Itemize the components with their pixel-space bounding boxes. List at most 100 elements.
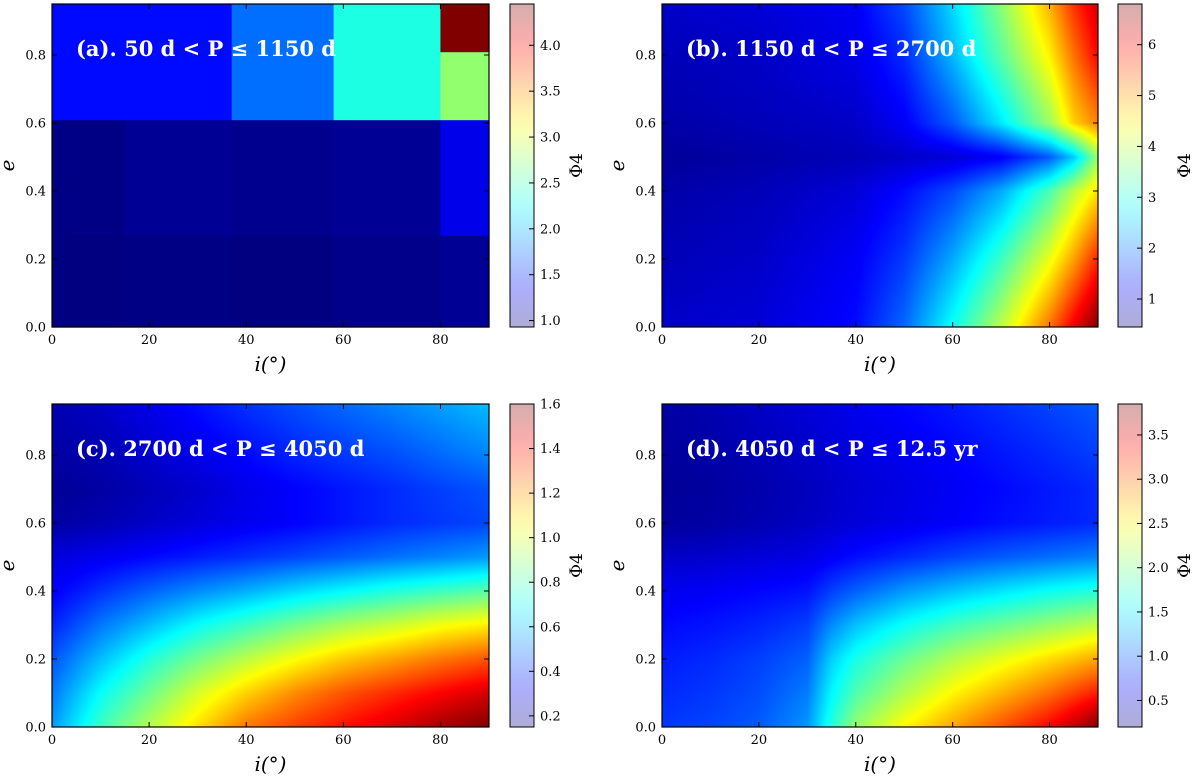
heatmap-cells bbox=[52, 4, 490, 328]
colorbar-tick-label: 3.5 bbox=[540, 85, 561, 100]
colorbar-tick-label: 3.0 bbox=[540, 131, 561, 146]
colorbar-tick-label: 0.8 bbox=[540, 576, 561, 591]
colorbar-tick-label: 5 bbox=[1148, 89, 1156, 104]
heatmap-cell bbox=[440, 235, 490, 328]
colorbar-tick-label: 1.4 bbox=[540, 442, 561, 457]
colorbar-label: Φ4 bbox=[1175, 553, 1195, 578]
colorbar-label: Φ4 bbox=[1175, 153, 1195, 178]
y-tick-label: 0.8 bbox=[635, 449, 656, 464]
y-tick-label: 0.0 bbox=[635, 721, 656, 736]
x-tick-label: 20 bbox=[141, 333, 158, 348]
colorbar-tick-label: 1.5 bbox=[1148, 605, 1169, 620]
colorbar-tick-label: 1.2 bbox=[540, 487, 561, 502]
y-tick-label: 0.6 bbox=[25, 517, 46, 532]
x-axis-label: i(°) bbox=[254, 752, 286, 776]
colorbar-tick-label: 0.6 bbox=[540, 620, 561, 635]
panel-c: 0 20 40 60 80 0.0 0.2 0.4 0.6 0.8 i(°) e (c). 2700 d… bbox=[0, 398, 587, 777]
colorbar-tick-label: 2 bbox=[1148, 242, 1156, 257]
heatmap-image bbox=[52, 404, 489, 727]
colorbar-tick-label: 4.0 bbox=[540, 39, 561, 54]
x-axis-label: i(°) bbox=[864, 752, 896, 776]
x-axis-label: i(°) bbox=[254, 352, 286, 376]
colorbar-tick-label: 3.0 bbox=[1148, 473, 1169, 488]
x-tick-label: 60 bbox=[944, 333, 961, 348]
heatmap-cell bbox=[333, 4, 442, 121]
colorbar-tick-label: 1.0 bbox=[540, 314, 561, 329]
plot-frame bbox=[51, 3, 490, 328]
colorbar-alpha-overlay bbox=[510, 404, 534, 727]
y-tick-label: 0.8 bbox=[25, 49, 46, 64]
colorbar-tick-label: 6 bbox=[1148, 38, 1156, 53]
x-tick-label: 60 bbox=[335, 733, 352, 748]
x-tick-label: 80 bbox=[432, 733, 449, 748]
colorbar-tick-label: 2.0 bbox=[1148, 561, 1169, 576]
x-tick-label: 20 bbox=[141, 733, 158, 748]
colorbar-tick-label: 3 bbox=[1148, 191, 1156, 206]
panel-b: 0 20 40 60 80 0.0 0.2 0.4 0.6 0.8 i(°) e (b). 1150 d… bbox=[605, 3, 1195, 376]
plot-frame bbox=[51, 403, 490, 728]
x-tick-label: 80 bbox=[432, 333, 449, 348]
colorbar-alpha-overlay bbox=[1118, 404, 1142, 727]
y-tick-label: 0.4 bbox=[635, 185, 656, 200]
y-tick-label: 0.6 bbox=[25, 117, 46, 132]
heatmap-cell bbox=[124, 235, 233, 328]
colorbar-frame bbox=[509, 403, 535, 728]
x-tick-label: 40 bbox=[238, 333, 255, 348]
y-tick-label: 0.2 bbox=[25, 253, 46, 268]
colorbar-frame bbox=[1117, 3, 1143, 328]
x-tick-label: 20 bbox=[751, 333, 768, 348]
colorbar-tick-label: 2.5 bbox=[540, 176, 561, 191]
colorbar-tick-label: 1.5 bbox=[540, 268, 561, 283]
heatmap-cell bbox=[440, 51, 490, 121]
x-tick-label: 80 bbox=[1041, 333, 1058, 348]
y-axis-label: e bbox=[605, 560, 629, 572]
heatmap-cell bbox=[124, 119, 233, 236]
x-tick-label: 60 bbox=[944, 733, 961, 748]
heatmap-cell bbox=[333, 235, 442, 328]
panel-annotation: (d). 4050 d < P ≤ 12.5 yr bbox=[686, 436, 979, 461]
colorbar-tick-label: 2.0 bbox=[540, 222, 561, 237]
colorbar-label: Φ4 bbox=[567, 153, 587, 178]
plot-frame bbox=[661, 403, 1099, 728]
y-tick-label: 0.2 bbox=[635, 653, 656, 668]
colorbar-tick-label: 0.5 bbox=[1148, 694, 1169, 709]
colorbar-tick-label: 1.0 bbox=[540, 531, 561, 546]
heatmap-cell bbox=[440, 119, 490, 236]
x-tick-label: 80 bbox=[1041, 733, 1058, 748]
heatmap-cell bbox=[52, 119, 126, 236]
x-tick-label: 40 bbox=[238, 733, 255, 748]
x-tick-label: 0 bbox=[658, 333, 666, 348]
heatmap-cell bbox=[231, 235, 335, 328]
heatmap-cell bbox=[231, 119, 335, 236]
y-tick-label: 0.8 bbox=[635, 49, 656, 64]
y-axis-label: e bbox=[605, 160, 629, 172]
colorbar-label: Φ4 bbox=[567, 553, 587, 578]
y-tick-label: 0.4 bbox=[25, 185, 46, 200]
heatmap-cell bbox=[52, 4, 233, 121]
x-tick-label: 40 bbox=[848, 733, 865, 748]
colorbar-tick-label: 0.2 bbox=[540, 709, 561, 724]
x-tick-label: 0 bbox=[48, 333, 56, 348]
heatmap-image bbox=[662, 404, 1098, 727]
y-tick-label: 0.0 bbox=[25, 321, 46, 336]
x-tick-label: 20 bbox=[751, 733, 768, 748]
colorbar-tick-label: 0.4 bbox=[540, 665, 561, 680]
panel-d: 0 20 40 60 80 0.0 0.2 0.4 0.6 0.8 i(°) e (d). 4050 d… bbox=[605, 403, 1195, 776]
colorbar-tick-label: 1.6 bbox=[540, 398, 561, 413]
y-tick-label: 0.6 bbox=[635, 117, 656, 132]
y-tick-label: 0.2 bbox=[635, 253, 656, 268]
heatmap-cell bbox=[231, 4, 335, 121]
y-tick-label: 0.0 bbox=[25, 721, 46, 736]
y-tick-label: 0.2 bbox=[25, 653, 46, 668]
panel-annotation: (b). 1150 d < P ≤ 2700 d bbox=[686, 36, 977, 61]
y-axis-label: e bbox=[0, 160, 19, 172]
x-tick-label: 60 bbox=[335, 333, 352, 348]
panel-a: 0 20 40 60 80 0.0 0.2 0.4 0.6 0.8 i(°) e (a). 50 d <… bbox=[0, 3, 587, 376]
x-tick-label: 0 bbox=[658, 733, 666, 748]
heatmap-cell bbox=[440, 4, 490, 53]
colorbar-tick-label: 2.5 bbox=[1148, 517, 1169, 532]
heatmap-image bbox=[662, 4, 1098, 327]
y-tick-label: 0.4 bbox=[25, 585, 46, 600]
heatmap-cell bbox=[333, 119, 442, 236]
